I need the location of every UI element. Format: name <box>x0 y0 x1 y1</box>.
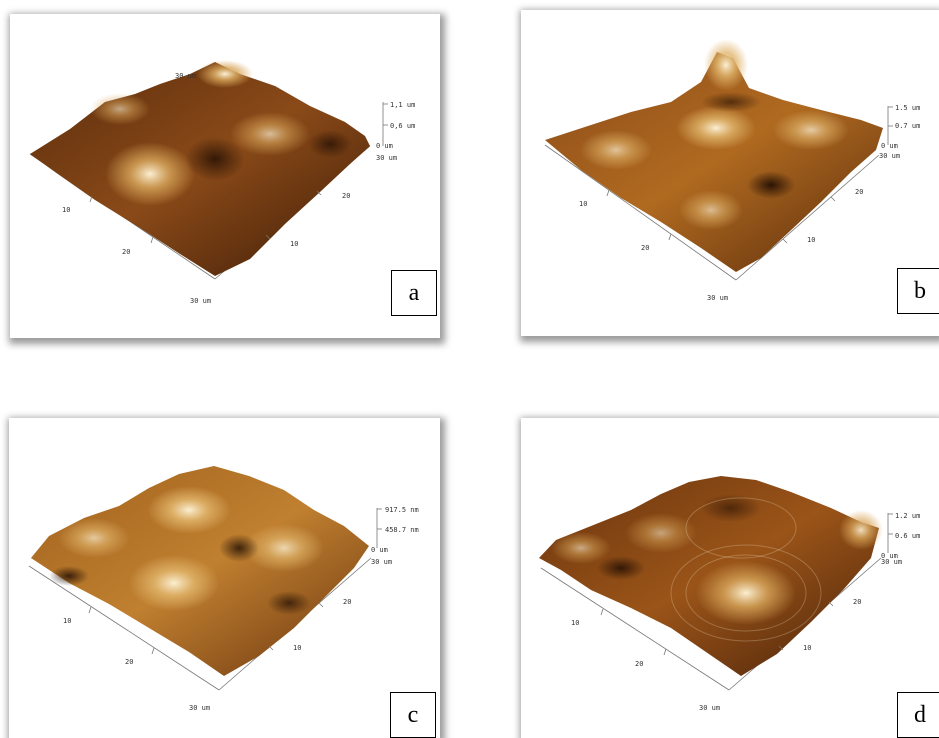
z-tick-label: 0 um <box>881 142 898 150</box>
z-tick-label: 0 um <box>376 142 393 150</box>
x-tick-label: 30 um <box>699 704 720 712</box>
back-axis-label: 30 um <box>175 72 196 80</box>
afm-panel-c: 10 20 30 um 10 20 30 um 917.5 nm 458.7 n… <box>9 418 440 738</box>
afm-panel-a: 10 20 30 um 10 20 30 um 1,1 um 0,6 um 0 … <box>10 14 440 338</box>
tick-marks <box>600 513 893 656</box>
ring-pattern <box>670 497 822 642</box>
y-tick-label: 30 um <box>371 558 392 566</box>
z-tick-label: 1.5 um <box>895 104 920 112</box>
x-tick-label: 20 <box>641 244 649 252</box>
z-tick-label: 0 um <box>881 552 898 560</box>
tick-marks <box>606 106 893 244</box>
tick-marks <box>88 508 382 655</box>
afm-surface-plot-d: 10 20 30 um 10 20 30 um 1.2 um 0.6 um 0 … <box>539 476 920 712</box>
y-tick-label: 20 <box>343 598 351 606</box>
z-tick-label: 0.6 um <box>895 532 920 540</box>
z-tick-label: 917.5 nm <box>385 506 419 514</box>
panel-letter-c: c <box>390 692 436 738</box>
panel-letter-a: a <box>391 270 437 316</box>
afm-panel-d: 10 20 30 um 10 20 30 um 1.2 um 0.6 um 0 … <box>521 418 939 738</box>
x-tick-label: 20 <box>635 660 643 668</box>
y-tick-label: 20 <box>342 192 350 200</box>
y-tick-label: 20 <box>853 598 861 606</box>
afm-surface-plot-a: 10 20 30 um 10 20 30 um 1,1 um 0,6 um 0 … <box>29 60 415 305</box>
y-tick-label: 20 <box>855 188 863 196</box>
afm-surface-plot-b: 10 20 30 um 10 20 30 um 1.5 um 0.7 um 0 … <box>544 39 920 302</box>
z-tick-label: 0 um <box>371 546 388 554</box>
z-tick-label: 0.7 um <box>895 122 920 130</box>
x-tick-label: 30 um <box>190 297 211 305</box>
x-tick-label: 10 <box>62 206 70 214</box>
surface <box>545 52 883 272</box>
z-tick-label: 0,6 um <box>390 122 415 130</box>
axis-lines <box>544 106 889 281</box>
z-tick-label: 1,1 um <box>390 101 415 109</box>
y-tick-label: 30 um <box>879 152 900 160</box>
y-tick-label: 10 <box>290 240 298 248</box>
x-tick-label: 10 <box>571 619 579 627</box>
y-tick-label: 30 um <box>881 558 902 566</box>
y-tick-label: 10 <box>807 236 815 244</box>
panel-letter-b: b <box>897 268 939 314</box>
z-tick-label: 458.7 nm <box>385 526 419 534</box>
panel-letter-d: d <box>897 692 939 738</box>
afm-surface-plot-c: 10 20 30 um 10 20 30 um 917.5 nm 458.7 n… <box>28 466 419 712</box>
z-tick-label: 1.2 um <box>895 512 920 520</box>
x-tick-label: 20 <box>122 248 130 256</box>
x-tick-label: 10 <box>63 617 71 625</box>
x-tick-label: 10 <box>579 200 587 208</box>
y-tick-label: 30 um <box>376 154 397 162</box>
y-tick-label: 10 <box>293 644 301 652</box>
tick-marks <box>89 103 388 244</box>
y-tick-label: 10 <box>803 644 811 652</box>
x-tick-label: 20 <box>125 658 133 666</box>
afm-panel-b: 10 20 30 um 10 20 30 um 1.5 um 0.7 um 0 … <box>521 10 939 336</box>
x-tick-label: 30 um <box>189 704 210 712</box>
x-tick-label: 30 um <box>707 294 728 302</box>
